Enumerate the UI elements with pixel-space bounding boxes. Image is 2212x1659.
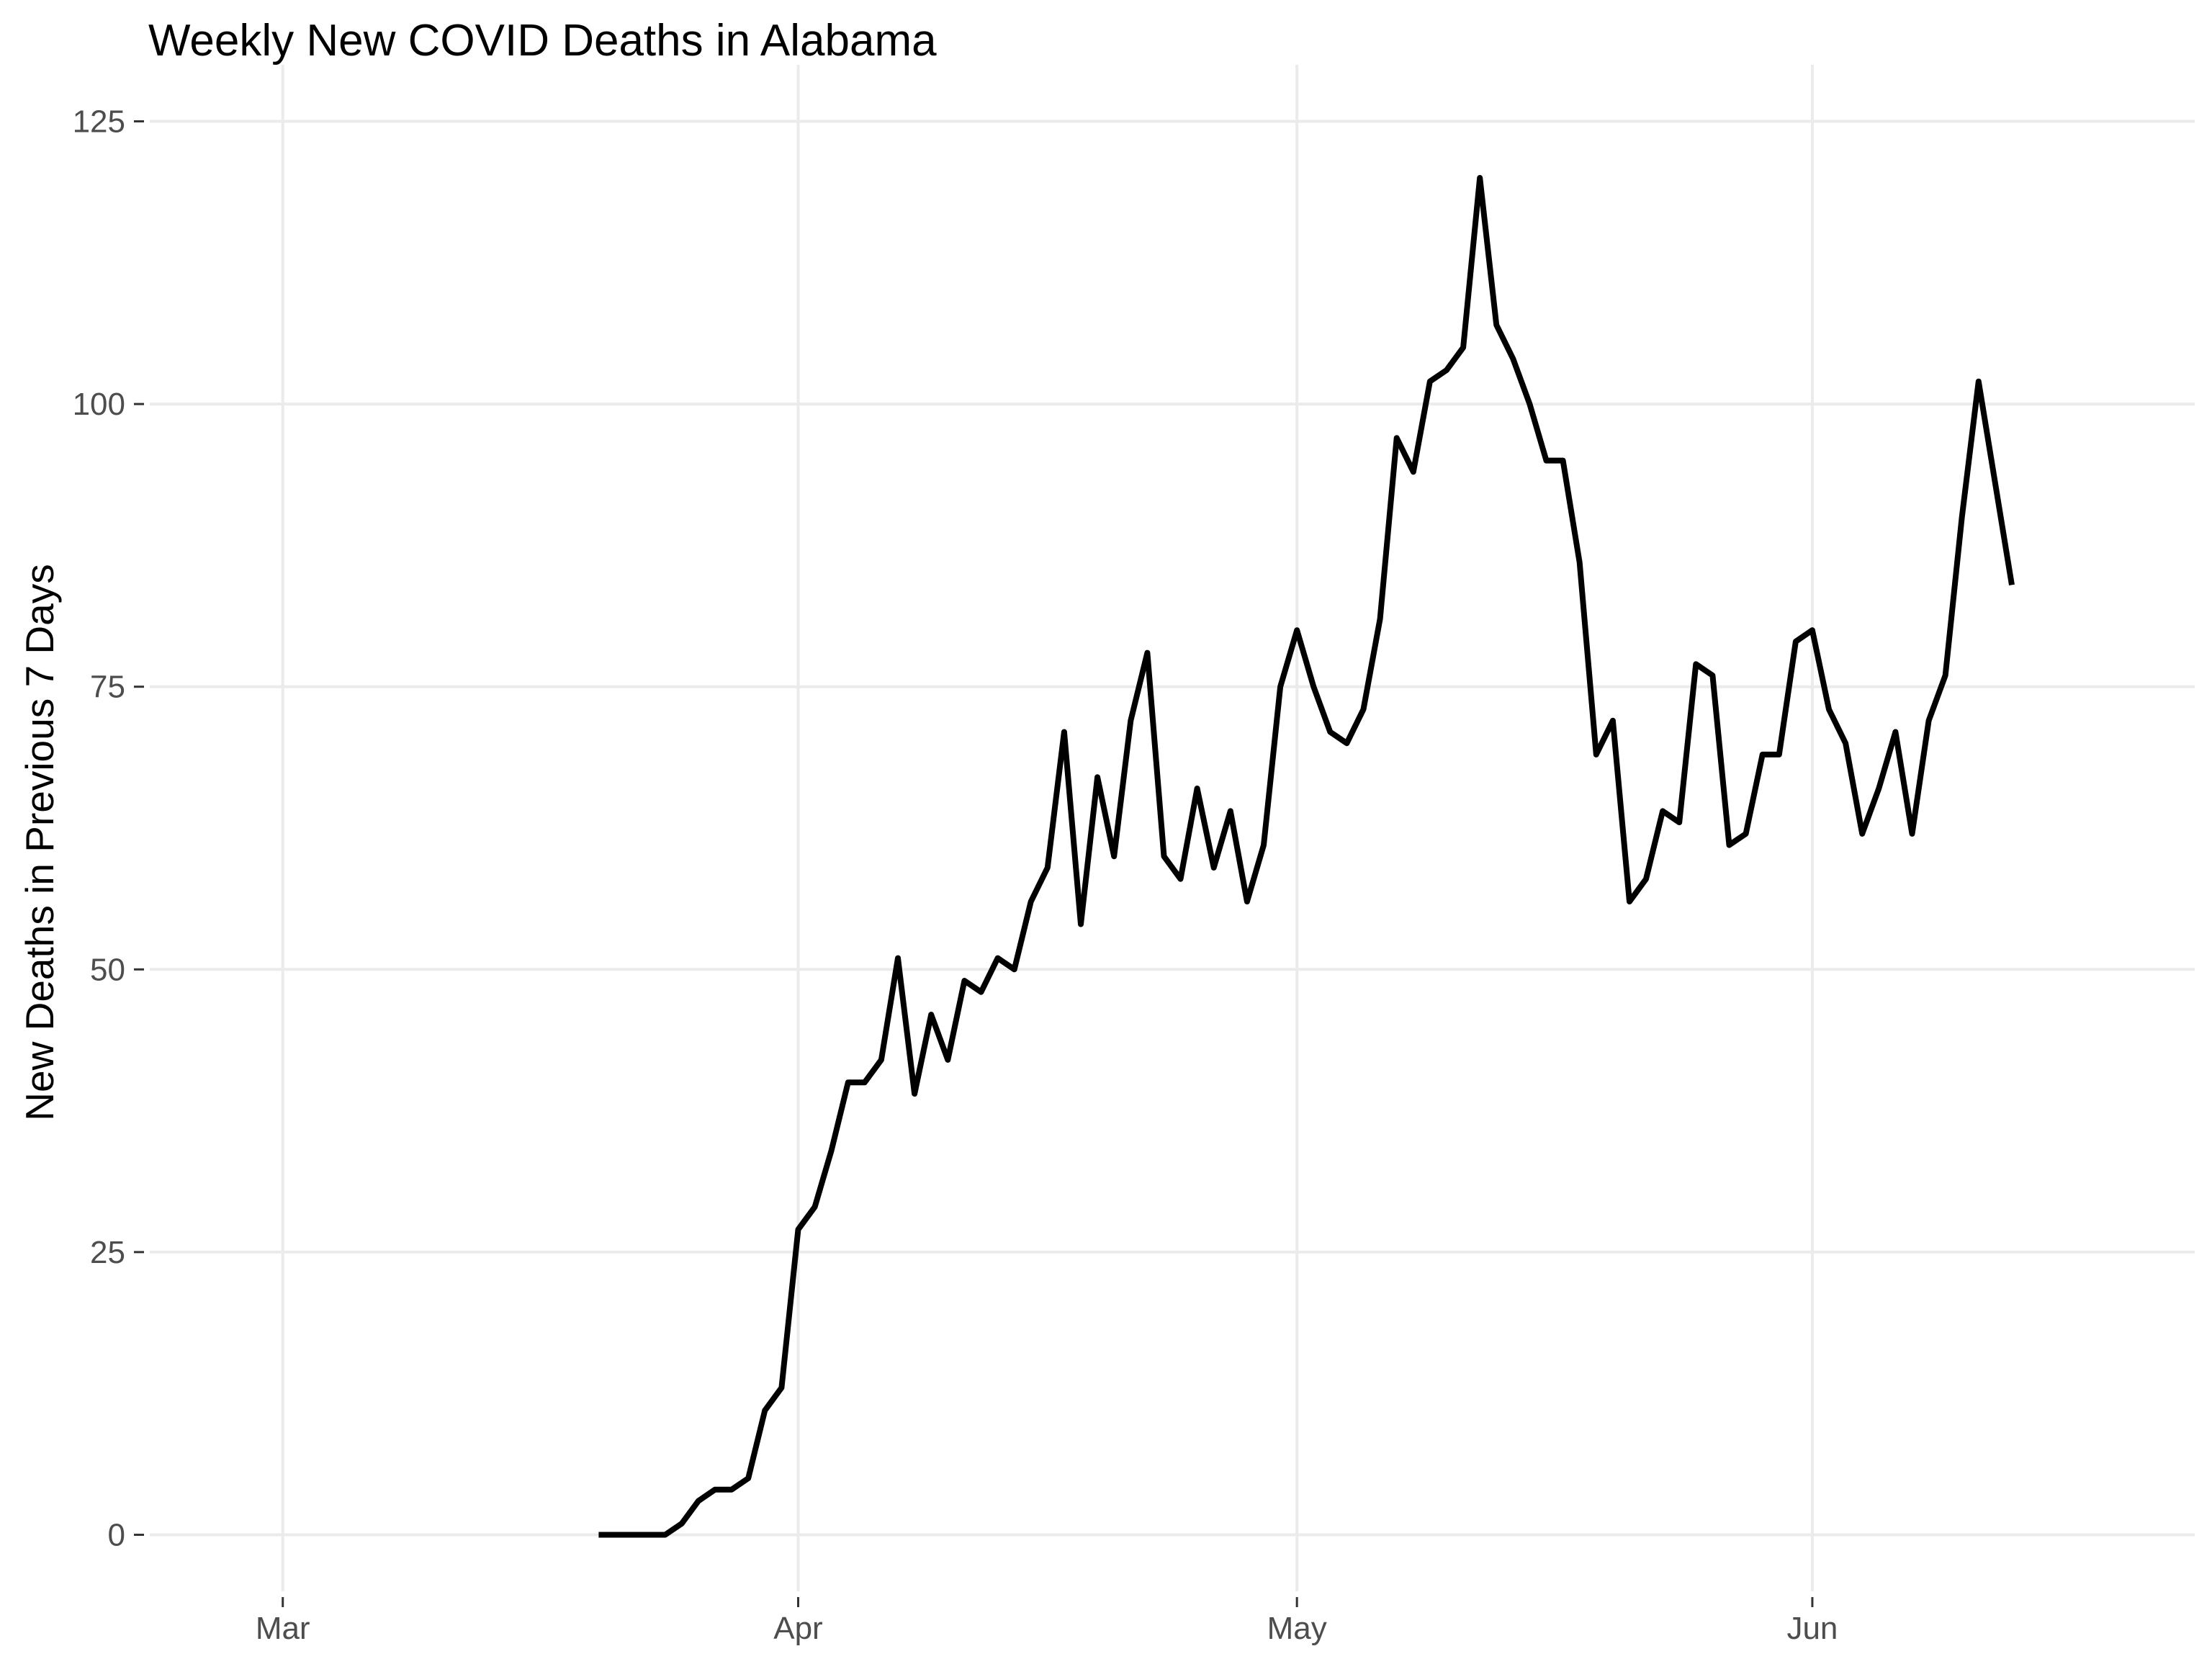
gridlines: [150, 65, 2195, 1591]
chart-title: Weekly New COVID Deaths in Alabama: [148, 16, 937, 66]
x-tick-label: Jun: [1786, 1611, 1838, 1646]
y-tick-label: 50: [90, 952, 125, 987]
x-tick-label: Apr: [773, 1611, 822, 1646]
series-layer: [598, 175, 2015, 1538]
y-tick-label: 125: [73, 104, 125, 140]
y-axis-ticks: 0 25 50 75 100 125: [73, 104, 144, 1552]
x-tick-label: Mar: [256, 1611, 310, 1646]
series-line: [598, 175, 2015, 1538]
x-tick-label: May: [1267, 1611, 1327, 1646]
y-tick-label: 25: [90, 1235, 125, 1270]
y-axis-title: New Deaths in Previous 7 Days: [17, 564, 62, 1120]
y-tick-label: 0: [108, 1517, 125, 1552]
y-tick-label: 100: [73, 387, 125, 422]
x-axis-ticks: Mar Apr May Jun: [256, 1597, 1838, 1646]
y-tick-label: 75: [90, 670, 125, 705]
